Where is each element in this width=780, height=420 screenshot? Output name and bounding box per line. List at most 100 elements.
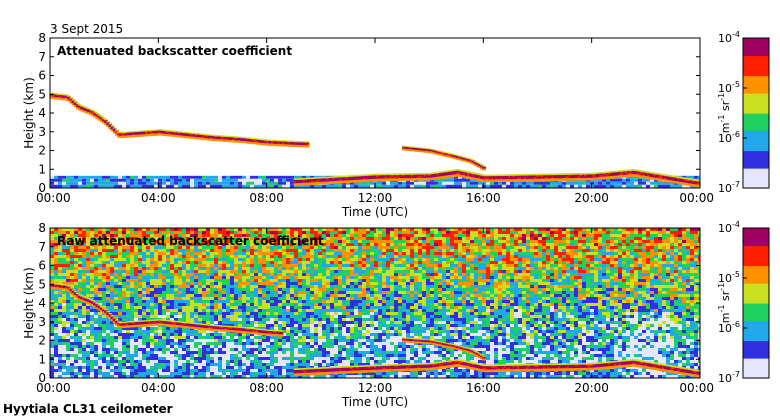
heatmap-cell	[302, 261, 306, 264]
heatmap-cell	[194, 255, 198, 258]
heatmap-cell	[166, 231, 170, 234]
heatmap-cell	[146, 175, 150, 179]
heatmap-cell	[502, 246, 506, 249]
heatmap-cell	[310, 243, 314, 246]
heatmap-cell	[178, 267, 182, 270]
heatmap-cell	[690, 237, 694, 240]
heatmap-cell	[422, 255, 426, 258]
elevated-aerosol-layer	[253, 139, 258, 142]
boundary-layer	[458, 169, 463, 173]
heatmap-cell	[54, 267, 58, 270]
elevated-aerosol-layer	[145, 134, 149, 137]
boundary-layer	[655, 177, 660, 181]
heatmap-cell	[186, 267, 190, 270]
heatmap-cell	[590, 258, 594, 261]
heatmap-cell	[526, 231, 530, 234]
boundary-layer	[629, 170, 634, 174]
heatmap-cell	[314, 249, 318, 252]
heatmap-cell	[194, 234, 198, 237]
heatmap-cell	[550, 270, 554, 273]
heatmap-cell	[382, 237, 386, 240]
boundary-layer	[592, 174, 597, 177]
boundary-layer	[328, 178, 333, 181]
boundary-layer	[627, 169, 632, 173]
heatmap-cell	[238, 228, 242, 231]
elevated-aerosol-layer	[301, 145, 305, 148]
boundary-layer	[365, 177, 369, 181]
boundary-layer	[490, 177, 495, 181]
boundary-layer	[631, 169, 636, 172]
heatmap-cell	[62, 252, 66, 255]
heatmap-cell	[186, 178, 190, 182]
boundary-layer	[690, 178, 694, 182]
heatmap-cell	[106, 234, 110, 237]
heatmap-cell	[514, 255, 518, 258]
heatmap-cell	[330, 246, 334, 249]
colorbar-segment	[743, 63, 769, 67]
elevated-aerosol-layer	[73, 101, 78, 104]
heatmap-cell	[566, 249, 570, 252]
elevated-aerosol-layer	[89, 112, 93, 116]
heatmap-cell	[178, 264, 182, 267]
heatmap-cell	[498, 231, 502, 234]
heatmap-cell	[534, 270, 538, 273]
heatmap-cell	[66, 237, 70, 240]
heatmap-cell	[686, 267, 690, 270]
colorbar-frame	[742, 37, 770, 189]
heatmap-cell	[606, 240, 610, 243]
heatmap-cell	[470, 228, 474, 231]
heatmap-cell	[698, 270, 700, 273]
elevated-aerosol-layer	[52, 94, 56, 97]
heatmap-cell	[262, 249, 266, 252]
heatmap-cell	[482, 234, 486, 237]
elevated-aerosol-layer	[273, 142, 277, 145]
heatmap-cell	[210, 178, 214, 182]
boundary-layer	[636, 174, 640, 178]
heatmap-cell	[158, 231, 162, 234]
boundary-layer	[545, 178, 549, 182]
heatmap-cell	[174, 270, 178, 273]
boundary-layer	[295, 179, 300, 183]
heatmap-cell	[678, 228, 682, 231]
heatmap-cell	[66, 181, 70, 185]
heatmap-cell	[182, 234, 186, 237]
heatmap-cell	[302, 276, 306, 279]
boundary-layer	[677, 178, 681, 181]
boundary-layer	[623, 174, 627, 178]
boundary-layer	[588, 177, 593, 181]
heatmap-cell	[350, 261, 354, 264]
elevated-aerosol-layer	[195, 135, 199, 138]
heatmap-cell	[214, 175, 218, 179]
heatmap-cell	[458, 252, 462, 255]
heatmap-cell	[578, 273, 582, 276]
boundary-layer	[339, 180, 343, 184]
descending-layer	[415, 149, 419, 152]
heatmap-cell	[266, 270, 270, 273]
boundary-layer	[542, 176, 547, 180]
boundary-layer	[532, 178, 536, 182]
boundary-layer	[497, 174, 502, 178]
heatmap-cell	[686, 228, 690, 231]
heatmap-cell	[206, 261, 210, 264]
heatmap-cell	[382, 234, 386, 237]
heatmap-cell	[482, 258, 486, 261]
boundary-layer	[688, 179, 692, 183]
heatmap-cell	[462, 252, 466, 255]
heatmap-cell	[106, 255, 110, 258]
heatmap-cell	[66, 270, 70, 273]
heatmap-cell	[298, 264, 302, 267]
boundary-layer	[538, 173, 543, 177]
elevated-aerosol-layer	[199, 137, 204, 140]
boundary-layer	[581, 172, 586, 176]
heatmap-cell	[342, 228, 346, 231]
heatmap-cell	[326, 240, 330, 243]
heatmap-cell	[670, 270, 674, 273]
heatmap-cell	[426, 252, 430, 255]
elevated-aerosol-layer	[186, 132, 191, 135]
heatmap-cell	[690, 231, 694, 234]
heatmap-cell	[430, 234, 434, 237]
heatmap-cell	[102, 249, 106, 252]
heatmap-cell	[66, 246, 70, 249]
boundary-layer	[473, 177, 478, 181]
heatmap-cell	[486, 243, 490, 246]
